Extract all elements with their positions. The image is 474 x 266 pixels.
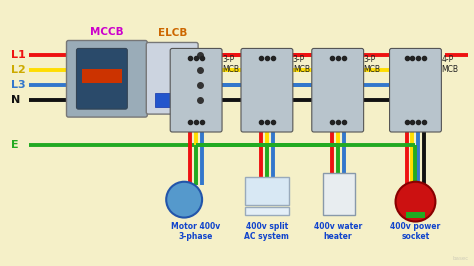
Text: MCB: MCB [441,65,458,74]
Bar [405,211,426,218]
Text: 3-P: 3-P [364,55,376,64]
Text: Motor 400v
3-phase: Motor 400v 3-phase [172,222,221,241]
Text: L1: L1 [11,51,26,60]
FancyBboxPatch shape [241,48,293,132]
Text: 4-P: 4-P [441,55,454,64]
Circle shape [395,182,436,222]
Text: ELCB: ELCB [157,28,187,39]
Bar [82,69,122,83]
Bar [155,93,183,107]
FancyBboxPatch shape [170,48,222,132]
Text: 3-P: 3-P [293,55,305,64]
Bar [245,207,289,215]
Text: 400v water
heater: 400v water heater [314,222,362,241]
Text: basec: basec [452,256,468,261]
FancyBboxPatch shape [146,43,198,114]
Text: MCB: MCB [293,65,310,74]
Text: E: E [11,140,18,150]
Text: N: N [11,95,20,105]
Text: 3-P: 3-P [222,55,234,64]
FancyBboxPatch shape [66,40,147,117]
Text: MCB: MCB [222,65,239,74]
FancyBboxPatch shape [312,48,364,132]
Bar [245,177,289,205]
Text: 400v power
socket: 400v power socket [391,222,441,241]
Text: MCB: MCB [364,65,381,74]
FancyBboxPatch shape [390,48,441,132]
Text: MCCB: MCCB [90,27,124,36]
Circle shape [166,182,202,218]
Text: 400v split
AC system: 400v split AC system [245,222,289,241]
Text: L3: L3 [11,80,25,90]
Bar [323,173,355,215]
Text: L2: L2 [11,65,26,75]
FancyBboxPatch shape [76,48,128,109]
